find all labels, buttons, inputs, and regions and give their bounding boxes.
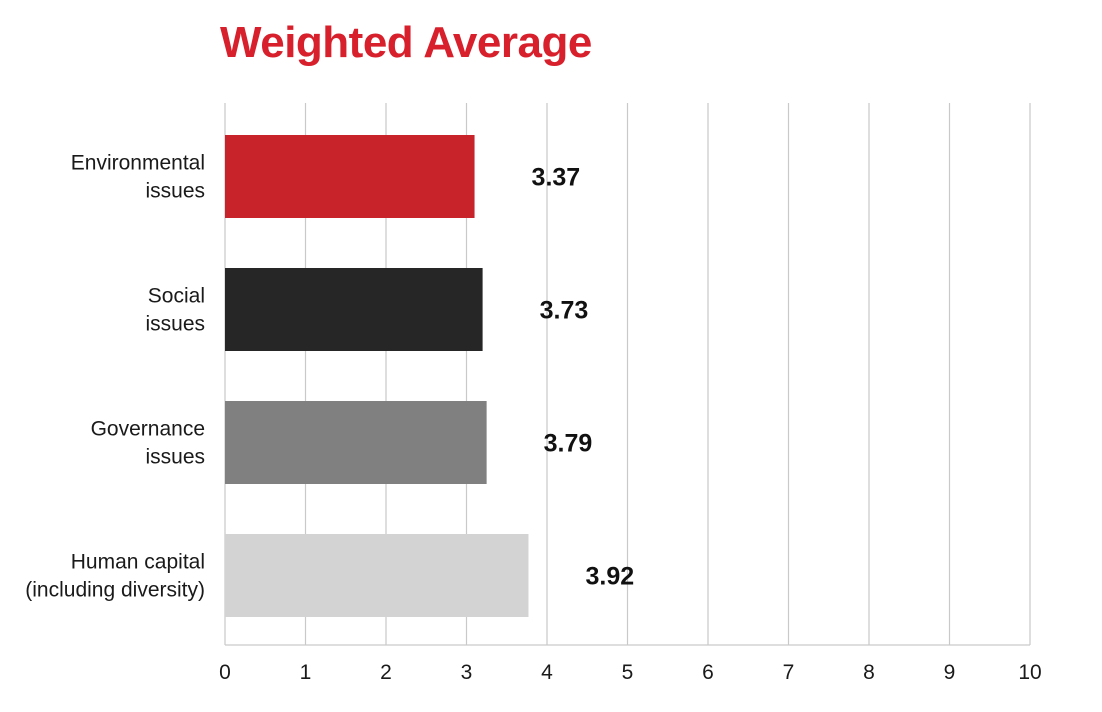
bar-4	[225, 534, 529, 617]
x-tick-label-2: 2	[380, 661, 392, 684]
x-tick-label-10: 10	[1018, 661, 1041, 684]
data-label-2: 3.73	[540, 297, 589, 325]
category-label-line: Environmental	[71, 152, 205, 175]
chart-title: Weighted Average	[220, 18, 592, 67]
data-labels: 3.37 3.73 3.79 3.92	[532, 164, 635, 591]
x-tick-label-9: 9	[944, 661, 956, 684]
category-label-line: Governance	[91, 418, 205, 441]
bar-1	[225, 135, 475, 218]
category-label-line: issues	[145, 313, 205, 336]
category-label-1: Environmental issues	[71, 152, 205, 203]
x-tick-label-5: 5	[622, 661, 634, 684]
category-label-3: Governance issues	[91, 418, 205, 469]
x-tick-label-4: 4	[541, 661, 553, 684]
x-tick-label-1: 1	[300, 661, 312, 684]
category-label-line: issues	[145, 180, 205, 203]
x-tick-label-3: 3	[461, 661, 473, 684]
data-label-3: 3.79	[544, 430, 593, 458]
category-label-line: (including diversity)	[25, 579, 205, 602]
bars	[225, 135, 529, 617]
data-label-4: 3.92	[585, 563, 634, 591]
category-label-line: Social	[148, 285, 205, 308]
x-tick-label-6: 6	[702, 661, 714, 684]
data-label-1: 3.37	[532, 164, 581, 192]
category-label-4: Human capital (including diversity)	[25, 551, 205, 602]
category-label-line: Human capital	[71, 551, 205, 574]
x-axis: 0 1 2 3 4 5 6 7 8 9 10	[219, 644, 1042, 684]
bar-2	[225, 268, 483, 351]
x-tick-label-8: 8	[863, 661, 875, 684]
bar-3	[225, 401, 487, 484]
category-label-line: issues	[145, 446, 205, 469]
x-tick-label-0: 0	[219, 661, 231, 684]
x-tick-label-7: 7	[783, 661, 795, 684]
category-label-2: Social issues	[145, 285, 205, 336]
